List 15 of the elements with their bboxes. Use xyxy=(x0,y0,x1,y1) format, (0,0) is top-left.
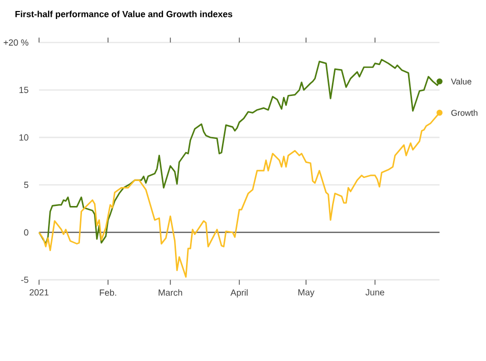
series-label: Growth xyxy=(451,110,478,116)
y-tick-label: -5 xyxy=(21,276,28,283)
x-tick-label: April xyxy=(230,289,248,298)
x-tick-label: Feb. xyxy=(100,289,116,296)
x-tick-label: 2021 xyxy=(30,289,48,296)
y-tick-label: +20 % xyxy=(4,39,28,46)
y-tick-label: 15 xyxy=(19,86,28,94)
series-label: Value xyxy=(450,78,472,85)
x-tick-label: March xyxy=(158,289,182,296)
chart-title: First-half performance of Value and Growth indexes xyxy=(15,10,232,20)
y-tick-label: 10 xyxy=(19,134,28,141)
x-tick-label: June xyxy=(366,289,384,296)
y-tick-label: 5 xyxy=(24,182,28,188)
y-tick-label: 0 xyxy=(24,229,28,236)
x-tick-label: May xyxy=(298,289,314,298)
